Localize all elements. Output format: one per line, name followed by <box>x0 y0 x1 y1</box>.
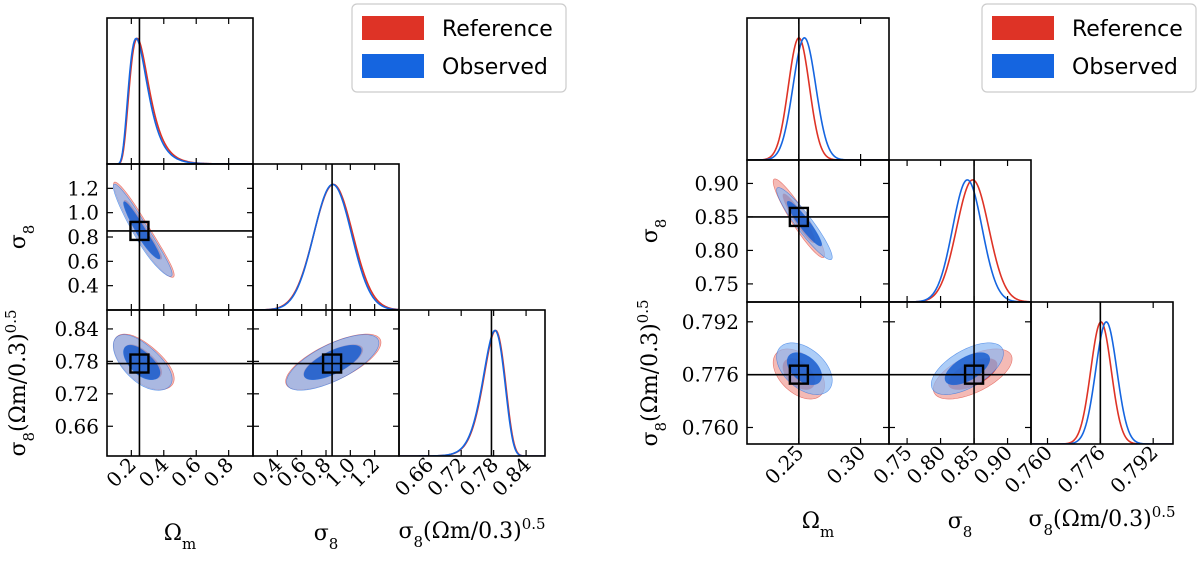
legend-swatch-observed <box>362 54 424 78</box>
x-axis-label-1: σ8 <box>314 521 339 553</box>
panel-right-1-1 <box>888 159 1032 303</box>
marginal-reference-1 <box>889 179 1031 302</box>
x-tick-label: 0.776 <box>1052 441 1109 498</box>
legend-label-reference: Reference <box>1072 17 1183 42</box>
legend-label-reference: Reference <box>442 17 553 42</box>
y-tick-label: 0.84 <box>54 317 99 341</box>
y-tick-label: 1.0 <box>67 201 99 225</box>
panel-frame <box>888 159 1032 303</box>
x-axis-label-1: σ8 <box>948 509 973 541</box>
legend-swatch-reference <box>992 16 1054 40</box>
legend-left: Reference Observed <box>351 3 567 93</box>
panel-left-2-0: 0.66 0.72 0.78 0.84 0.20.40.60.8 <box>54 309 254 492</box>
y-tick-label: 0.66 <box>54 414 99 438</box>
marginal-observed-1 <box>889 179 1031 302</box>
panel-left-1-0: 0.40.60.81.01.2 <box>67 163 254 311</box>
legend-right: Reference Observed <box>981 3 1197 93</box>
corner-plot-left: 0.40.60.81.01.20.660.720.780.840.20.40.6… <box>2 3 567 553</box>
x-tick-label: 0.8 <box>199 453 238 492</box>
marginal-observed-2 <box>399 329 545 456</box>
y-tick-label: 0.4 <box>67 274 99 298</box>
panel-left-1-1 <box>252 163 400 311</box>
legend-label-observed: Observed <box>442 55 548 80</box>
x-tick-label: 0.4 <box>134 453 173 492</box>
panel-frame <box>1030 301 1174 445</box>
y-tick-label: 0.80 <box>694 238 739 262</box>
marginal-observed-1 <box>253 183 399 310</box>
x-tick-label: 0.792 <box>1105 441 1162 498</box>
y-tick-label: 0.85 <box>694 205 739 229</box>
truth-marker <box>321 353 343 374</box>
y-tick-label: 0.72 <box>54 382 99 406</box>
y-tick-label: 0.760 <box>682 415 739 439</box>
y-tick-label: 1.2 <box>67 176 99 200</box>
panel-left-2-1: 0.40.60.81.01.2 <box>247 309 400 492</box>
panel-right-2-1: 0.750.800.850.90 <box>868 301 1032 489</box>
contour-observed-dark <box>786 200 822 247</box>
x-tick-label: 0.25 <box>760 441 808 489</box>
truth-marker <box>129 220 150 242</box>
panel-left-2-2: 0.660.720.780.84 <box>390 309 546 501</box>
x-tick-label: 0.84 <box>487 453 535 501</box>
truth-marker <box>129 353 150 374</box>
legend-swatch-reference <box>362 16 424 40</box>
panel-frame <box>106 309 254 457</box>
x-axis-label-2: σ8(Ωm/0.3)0.5 <box>398 515 545 551</box>
x-tick-label: 0.30 <box>822 441 870 489</box>
x-axis-label-0: Ωm <box>802 509 834 541</box>
marginal-reference-0 <box>747 37 889 160</box>
y-tick-label: 0.78 <box>54 349 99 373</box>
y-tick-label: 0.776 <box>682 363 739 387</box>
marginal-reference-2 <box>399 329 545 456</box>
marginal-observed-0 <box>747 37 889 160</box>
legend-swatch-observed <box>992 54 1054 78</box>
y-tick-label: 0.6 <box>67 249 99 273</box>
y-axis-label-2: σ8(Ωm/0.3)0.5 <box>634 299 670 446</box>
panel-right-0-0 <box>746 17 890 161</box>
contour-observed-dark <box>786 352 822 386</box>
marginal-observed-2 <box>1031 321 1173 444</box>
y-tick-label: 0.90 <box>694 171 739 195</box>
panel-frame <box>106 163 254 311</box>
y-axis-label-1: σ8 <box>638 219 670 244</box>
x-tick-label: 1.2 <box>345 453 384 492</box>
x-axis-label-0: Ωm <box>164 521 196 553</box>
x-axis-label-2: σ8(Ωm/0.3)0.5 <box>1028 503 1175 539</box>
y-axis-label-2: σ8(Ωm/0.3)0.5 <box>2 309 38 456</box>
x-tick-label: 0.2 <box>101 453 140 492</box>
y-tick-label: 0.792 <box>682 310 739 334</box>
y-axis-label-1: σ8 <box>6 225 38 250</box>
y-tick-label: 0.8 <box>67 225 99 249</box>
panel-left-0-0 <box>106 17 254 165</box>
marginal-reference-1 <box>253 183 399 310</box>
panel-right-1-0: 0.75 0.80 0.85 0.90 <box>694 159 890 303</box>
truth-marker <box>788 206 810 228</box>
truth-marker <box>963 364 985 385</box>
truth-marker <box>788 364 810 385</box>
panel-frame <box>398 309 546 457</box>
panel-right-2-0: 0.760 0.776 0.792 0.25 0.30 <box>682 301 890 489</box>
y-tick-label: 0.75 <box>694 272 739 296</box>
panel-frame <box>252 163 400 311</box>
marginal-reference-2 <box>1031 320 1173 444</box>
legend-label-observed: Observed <box>1072 55 1178 80</box>
x-tick-label: 0.6 <box>166 453 205 492</box>
marginal-reference-0 <box>107 37 253 164</box>
